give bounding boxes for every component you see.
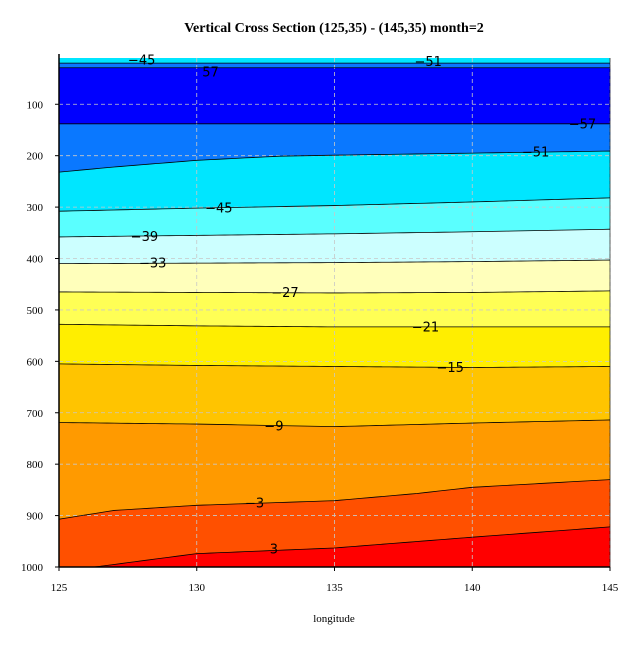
axes-layer: 100 200 300 400 500 600 700 800 900 1000 125 130 135… — [21, 54, 619, 594]
contour-line — [58, 197, 611, 212]
x-tick-label: 130 — [189, 582, 206, 594]
contour-label: −33 — [139, 257, 166, 272]
contour-label: 3 — [270, 543, 278, 558]
contour-label: 57 — [202, 65, 219, 80]
contour-line — [58, 228, 611, 238]
contour-label: −15 — [436, 361, 463, 376]
contour-label: −27 — [271, 286, 298, 301]
contour-label: −45 — [128, 54, 155, 69]
x-tick-label: 135 — [326, 582, 343, 594]
y-tick-label: 400 — [27, 254, 44, 266]
y-tick-label: 200 — [27, 151, 44, 163]
contour-line — [58, 479, 611, 520]
contour-label: −51 — [522, 146, 549, 161]
contour-label: −45 — [205, 202, 232, 217]
y-tick-label: 1000 — [21, 562, 44, 574]
contour-line — [58, 290, 611, 294]
y-tick-label: 700 — [27, 408, 44, 420]
contour-line-layer — [58, 62, 611, 568]
x-tick-label: 140 — [464, 582, 481, 594]
y-tick-label: 800 — [27, 459, 44, 471]
chart-title: Vertical Cross Section (125,35) - (145,3… — [184, 21, 484, 36]
y-tick-label: 500 — [27, 305, 44, 317]
contour-label: −9 — [264, 420, 283, 435]
contour-label: −39 — [131, 230, 158, 245]
contour-label: −51 — [414, 55, 441, 70]
contour-line — [58, 150, 611, 173]
contour-line — [58, 259, 611, 265]
y-tick-label: 300 — [27, 202, 44, 214]
contour-line — [58, 419, 611, 428]
x-tick-label: 125 — [51, 582, 68, 594]
x-tick-label: 145 — [602, 582, 619, 594]
contour-label: −3 — [245, 497, 264, 512]
y-tick-label: 100 — [27, 99, 44, 111]
y-tick-label: 600 — [27, 356, 44, 368]
contour-label: −21 — [412, 320, 439, 335]
x-axis-label: longitude — [313, 613, 355, 625]
contour-label: −57 — [569, 117, 596, 132]
contour-line — [59, 526, 611, 568]
y-tick-label: 900 — [27, 511, 44, 523]
contour-line — [58, 363, 611, 368]
contour-line — [58, 323, 610, 328]
